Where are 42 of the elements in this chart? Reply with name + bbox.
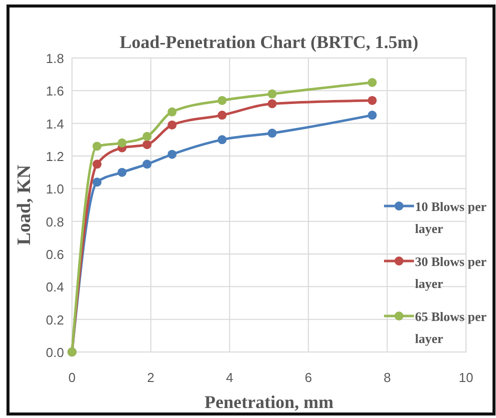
y-tick-label: 0.2	[46, 312, 64, 328]
point	[218, 96, 227, 105]
point	[168, 107, 177, 116]
point	[92, 178, 102, 187]
point	[268, 128, 277, 138]
y-tick-label: 1.6	[46, 84, 64, 99]
x-tick-label: 8	[384, 370, 391, 385]
point	[368, 78, 377, 87]
chart-title: Load-Penetration Chart (BRTC, 1.5m)	[120, 32, 418, 52]
legend-label: 65 Blows per layer	[415, 309, 487, 346]
legend-label: 10 Blows per layer	[415, 199, 487, 236]
y-axis-title: Load, KN	[14, 164, 35, 246]
x-tick-label: 4	[226, 370, 234, 385]
y-tick-label: 1.8	[46, 51, 64, 66]
point	[142, 160, 152, 169]
x-tick-label: 2	[147, 370, 154, 385]
y-tick-label: 0.6	[46, 247, 64, 262]
point	[218, 135, 227, 144]
x-tick-label: 10	[458, 370, 474, 385]
point	[268, 89, 277, 98]
point	[168, 120, 177, 130]
point	[368, 110, 377, 120]
point	[92, 142, 102, 151]
y-tick-label: 0.0	[46, 345, 64, 360]
x-tick-label: 0	[68, 370, 76, 385]
point	[142, 140, 152, 150]
y-tick-label: 1.0	[46, 182, 64, 197]
x-tick-label: 6	[304, 370, 312, 385]
point	[118, 138, 127, 148]
y-tick-label: 1.4	[46, 116, 64, 132]
x-axis-title: Penetration, mm	[204, 392, 334, 412]
point	[268, 99, 277, 108]
y-tick-label: 1.2	[46, 149, 64, 164]
point	[92, 160, 102, 169]
point	[168, 150, 177, 159]
y-tick-label: 0.4	[46, 280, 64, 295]
point	[368, 96, 377, 105]
point	[142, 132, 152, 141]
point	[118, 168, 127, 177]
legend-label: 30 Blows per layer	[415, 254, 487, 291]
point	[218, 110, 227, 120]
y-tick-label: 0.8	[46, 214, 64, 230]
